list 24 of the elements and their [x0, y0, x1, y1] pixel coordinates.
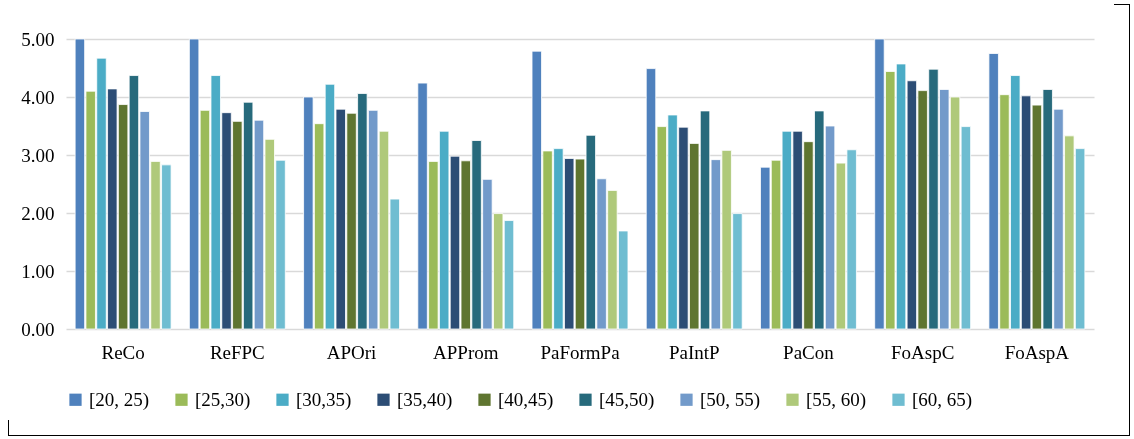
legend-label: [35,40) — [397, 388, 453, 411]
x-tick-label: APOri — [326, 341, 377, 363]
legend-label: [50, 55) — [700, 388, 761, 411]
y-tick-label: 0.00 — [21, 318, 55, 340]
legend-label: [20, 25) — [89, 388, 150, 411]
legend-label: [55, 60) — [806, 388, 867, 411]
legend-label: [25,30) — [195, 388, 251, 411]
x-tick-label: PaCon — [783, 341, 835, 363]
x-tick-label: FoAspC — [890, 341, 955, 363]
x-tick-label: PaIntP — [668, 341, 720, 363]
x-tick-label: ReCo — [101, 341, 145, 363]
y-tick-label: 2.00 — [21, 202, 55, 224]
y-tick-label: 1.00 — [21, 260, 55, 282]
legend-label: [30,35) — [296, 388, 352, 411]
legend-label: [40,45) — [498, 388, 554, 411]
x-tick-label: ReFPC — [209, 341, 265, 363]
x-tick-label: APProm — [433, 341, 499, 363]
legend-label: [45,50) — [599, 388, 655, 411]
y-tick-label: 5.00 — [21, 28, 55, 50]
y-tick-label: 3.00 — [21, 144, 55, 166]
legend-label: [60, 65) — [912, 388, 973, 411]
x-tick-label: FoAspA — [1004, 341, 1070, 363]
y-tick-label: 4.00 — [21, 86, 55, 108]
x-tick-label: PaFormPa — [540, 341, 621, 363]
